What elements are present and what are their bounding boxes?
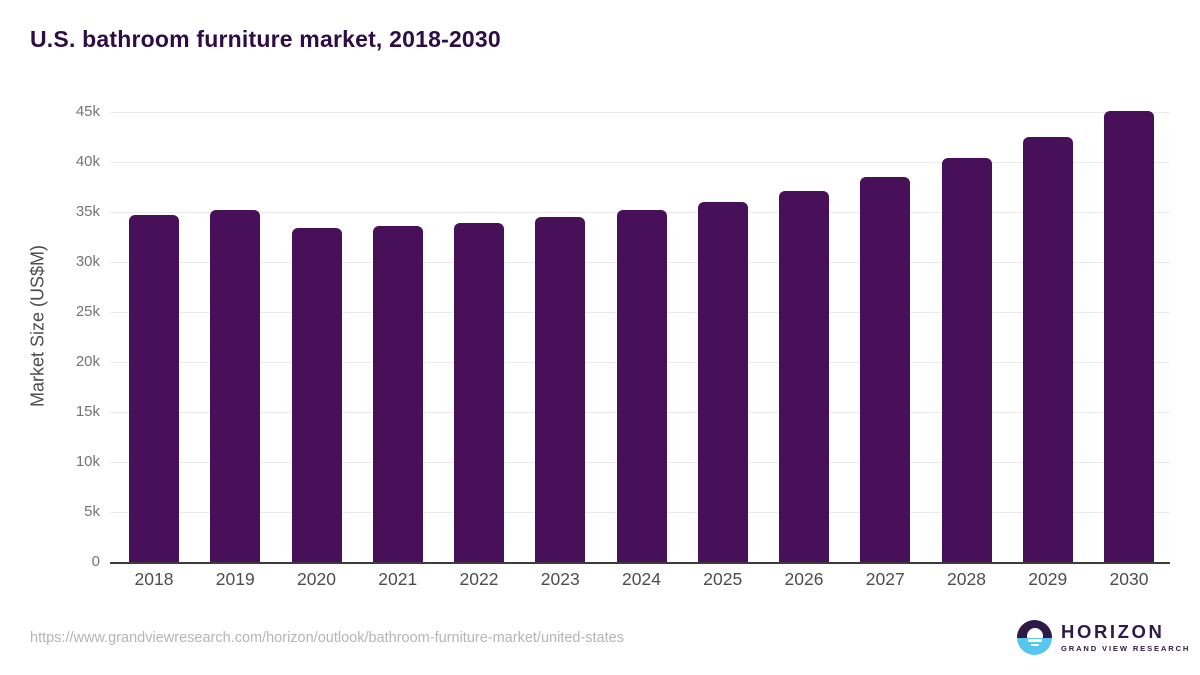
x-tick-label-2029: 2029	[1028, 569, 1068, 589]
x-tick-label-2030: 2030	[1109, 569, 1149, 589]
y-tick-label-35k: 35k	[75, 203, 100, 220]
y-tick-label-25k: 25k	[75, 303, 100, 320]
y-tick-label-15k: 15k	[75, 403, 100, 420]
x-tick-label-2027: 2027	[865, 569, 905, 589]
logo-wordmark: HORIZON	[1061, 621, 1165, 642]
x-tick-label-2026: 2026	[784, 569, 824, 589]
x-tick-label-2021: 2021	[378, 569, 418, 589]
bar-2018	[129, 215, 179, 562]
x-tick-label-2028: 2028	[947, 569, 986, 589]
bar-2027	[860, 177, 911, 562]
bar-2021	[372, 226, 423, 562]
logo-sea-shape	[1017, 637, 1052, 655]
bar-2023	[535, 217, 586, 562]
x-tick-label-2024: 2024	[622, 569, 661, 589]
x-tick-label-2018: 2018	[134, 569, 174, 589]
y-tick-label-5k: 5k	[84, 503, 100, 520]
bars-layer	[110, 91, 1170, 562]
x-tick-label-2022: 2022	[459, 569, 499, 589]
x-axis-tick-labels: 2018 2019 2020 2021 2022 2023 2024 2025 2026 2027…	[110, 569, 1170, 590]
bar-2024	[616, 210, 667, 562]
y-axis-tick-labels: 0 5k 10k 15k 20k 25k 30k 35k 40k 45k	[0, 91, 100, 570]
bar-2028	[941, 158, 992, 562]
y-tick-label-45k: 45k	[75, 103, 100, 120]
gridline-40k	[110, 161, 1170, 163]
horizon-logo: HORIZON GRAND VIEW RESEARCH	[1017, 620, 1190, 655]
y-tick-label-0: 0	[91, 553, 100, 570]
y-tick-label-40k: 40k	[75, 153, 100, 170]
bar-2020	[291, 228, 342, 562]
y-tick-label-10k: 10k	[75, 453, 100, 470]
bar-2029	[1022, 137, 1073, 562]
bar-2019	[210, 210, 261, 562]
bar-2030	[1104, 111, 1154, 562]
y-tick-label-20k: 20k	[75, 353, 100, 370]
chart-title: U.S. bathroom furniture market, 2018-203…	[30, 26, 501, 52]
x-tick-label-2025: 2025	[703, 569, 743, 589]
gridline-45k	[110, 111, 1170, 113]
x-tick-label-2023: 2023	[540, 569, 580, 589]
y-tick-label-30k: 30k	[75, 253, 100, 270]
logo-subtitle: GRAND VIEW RESEARCH	[1061, 644, 1191, 653]
logo-ripple-shape	[1030, 643, 1039, 647]
x-tick-label-2020: 2020	[297, 569, 336, 589]
bar-2026	[779, 191, 829, 562]
logo-ripple-shape	[1027, 639, 1042, 642]
horizon-logo-icon	[1017, 620, 1052, 655]
source-url: https://www.grandviewresearch.com/horizo…	[30, 630, 624, 646]
bar-2025	[697, 202, 748, 562]
plot-area	[110, 91, 1170, 564]
logo-text: HORIZON GRAND VIEW RESEARCH	[1061, 621, 1191, 654]
bar-2022	[454, 223, 504, 562]
x-tick-label-2019: 2019	[215, 569, 255, 589]
